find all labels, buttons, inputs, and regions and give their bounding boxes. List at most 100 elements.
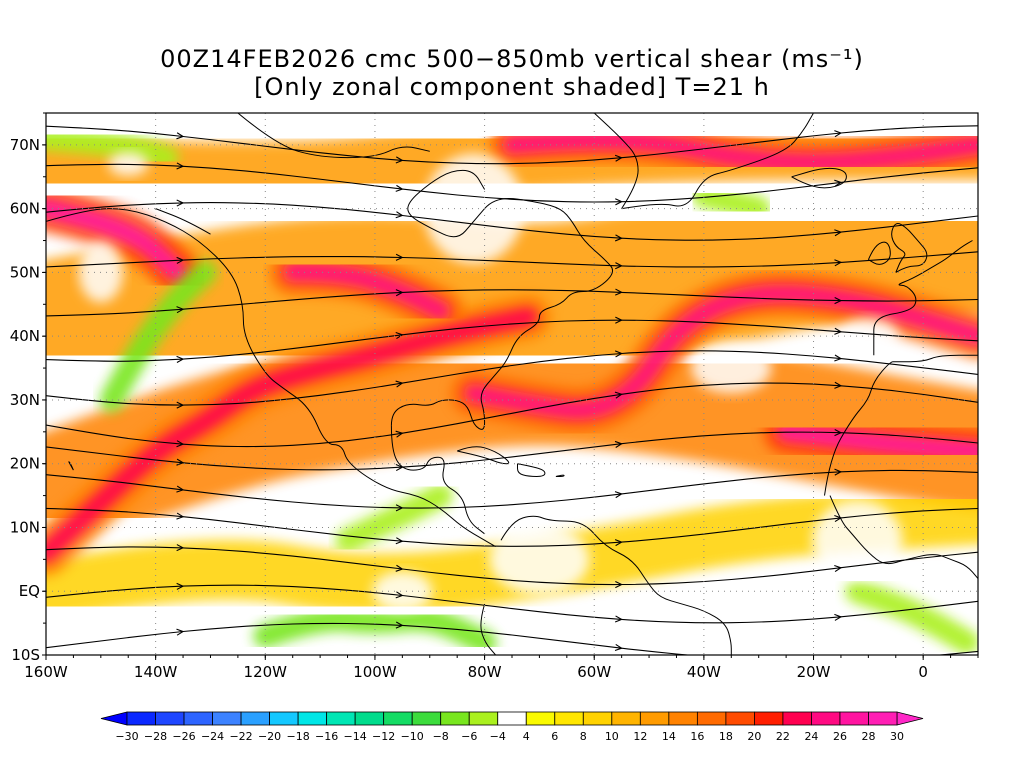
streamline-13 (46, 125, 978, 165)
colorbar-swatch (554, 711, 584, 726)
colorbar-swatch (155, 711, 185, 726)
coastline-3 (500, 515, 732, 655)
calm-area-2 (691, 343, 772, 394)
streamline-arrow (834, 613, 843, 621)
atlantic-jet (463, 283, 978, 421)
colorbar-swatch (725, 711, 755, 726)
lat-label: 70N (10, 136, 40, 154)
streamline-arrow (834, 327, 843, 335)
colorbar-label: 22 (776, 730, 790, 743)
lon-label: 20W (797, 663, 831, 681)
colorbar-under-triangle (100, 711, 128, 726)
coastline-0 (46, 208, 496, 548)
streamline-arrow (395, 332, 404, 340)
streamline-arrow (176, 512, 185, 520)
streamline-4 (46, 469, 978, 509)
lat-label: 60N (10, 200, 40, 218)
colorbar-swatch (269, 711, 299, 726)
calm-area-7 (372, 571, 433, 612)
streamline-arrow (395, 156, 404, 164)
colorbar-label: −4 (490, 730, 506, 743)
streamline-arrow (614, 491, 623, 499)
lon-label: 40W (687, 663, 721, 681)
streamline-arrow (176, 162, 185, 170)
coastline-5 (824, 354, 978, 496)
streamline-arrow (615, 316, 623, 324)
streamline-arrow (176, 544, 185, 552)
streamline-arrow (176, 485, 185, 493)
colorbar-swatch (611, 711, 641, 726)
colorbar-label: −20 (258, 730, 281, 743)
colorbar-label: 28 (861, 730, 875, 743)
colorbar-swatch (411, 711, 442, 726)
gridlines (46, 113, 978, 655)
colorbar-swatch (868, 711, 898, 726)
streamline-arrow (176, 199, 185, 207)
streamline-10 (46, 251, 978, 268)
coastline-18 (155, 208, 211, 235)
streamline-arrow (614, 440, 623, 448)
coastline-4 (480, 603, 496, 655)
colorbar-label: 14 (662, 730, 676, 743)
lon-label: 60W (577, 663, 611, 681)
lat-label: 10S (11, 646, 40, 664)
greenland-trough (691, 183, 771, 221)
colorbar-label: −28 (144, 730, 167, 743)
coastline-1 (390, 169, 614, 430)
colorbar-swatch (582, 711, 613, 726)
ne-canada-jet (502, 130, 978, 173)
coastline-8 (891, 223, 928, 273)
coastline-6 (829, 495, 978, 579)
streamline-arrow (615, 288, 623, 296)
colorbar-label: −12 (372, 730, 395, 743)
colorbar-label: −18 (287, 730, 310, 743)
streamline-arrow (614, 154, 623, 162)
streamlines (46, 125, 978, 655)
lon-label: 80W (468, 663, 502, 681)
streamline-arrow (834, 354, 843, 362)
streamline-arrow (834, 297, 843, 305)
streamline-arrow (176, 132, 185, 140)
streamline-arrow (395, 564, 404, 572)
colorbar-swatch (440, 711, 470, 726)
coastline-11 (621, 113, 814, 210)
streamline-arrow (614, 391, 623, 399)
colorbar-swatch (354, 711, 385, 726)
streamline-arrow (834, 468, 843, 476)
lat-label: 20N (10, 455, 40, 473)
colorbar-swatch (696, 711, 727, 726)
subtropical-jet-pacific (46, 307, 539, 563)
coastline-7 (873, 240, 973, 356)
colorbar-label: −6 (461, 730, 477, 743)
colorbar-label: −30 (115, 730, 138, 743)
streamline-arrow (834, 229, 843, 237)
coastline-15 (555, 474, 565, 477)
colorbar-label: −16 (315, 730, 338, 743)
streamline-arrow (176, 582, 185, 590)
lat-label: 30N (10, 391, 40, 409)
streamline-arrow (834, 130, 843, 138)
streamline-arrow (834, 514, 843, 523)
coastlines (46, 113, 978, 655)
pacific-trough (99, 260, 217, 412)
map-title-line2: [Only zonal component shaded] T=21 h (254, 73, 770, 101)
colorbar-label: −26 (172, 730, 195, 743)
streamline-arrow (395, 591, 404, 599)
streamline-arrow (614, 350, 623, 358)
colorbar-label: 20 (747, 730, 761, 743)
africa-jet (776, 421, 978, 461)
streamline-6 (46, 382, 978, 448)
coastline-14 (517, 463, 546, 478)
colorbar-label: 6 (551, 730, 558, 743)
latitude-labels: 70N 60N 50N 40N 30N 20N 10N EQ 10S (10, 136, 40, 664)
colorbar-label: 10 (605, 730, 619, 743)
streamline-arrow (614, 615, 623, 623)
colorbar-over-triangle (896, 711, 924, 726)
streamline-arrow (834, 259, 843, 267)
streamline-9 (46, 289, 978, 317)
streamline-arrow (614, 643, 623, 651)
streamline-arrow (834, 428, 843, 437)
streamline-1 (46, 584, 978, 624)
colorbar-swatch (839, 711, 869, 726)
colorbar-swatch (497, 711, 527, 726)
